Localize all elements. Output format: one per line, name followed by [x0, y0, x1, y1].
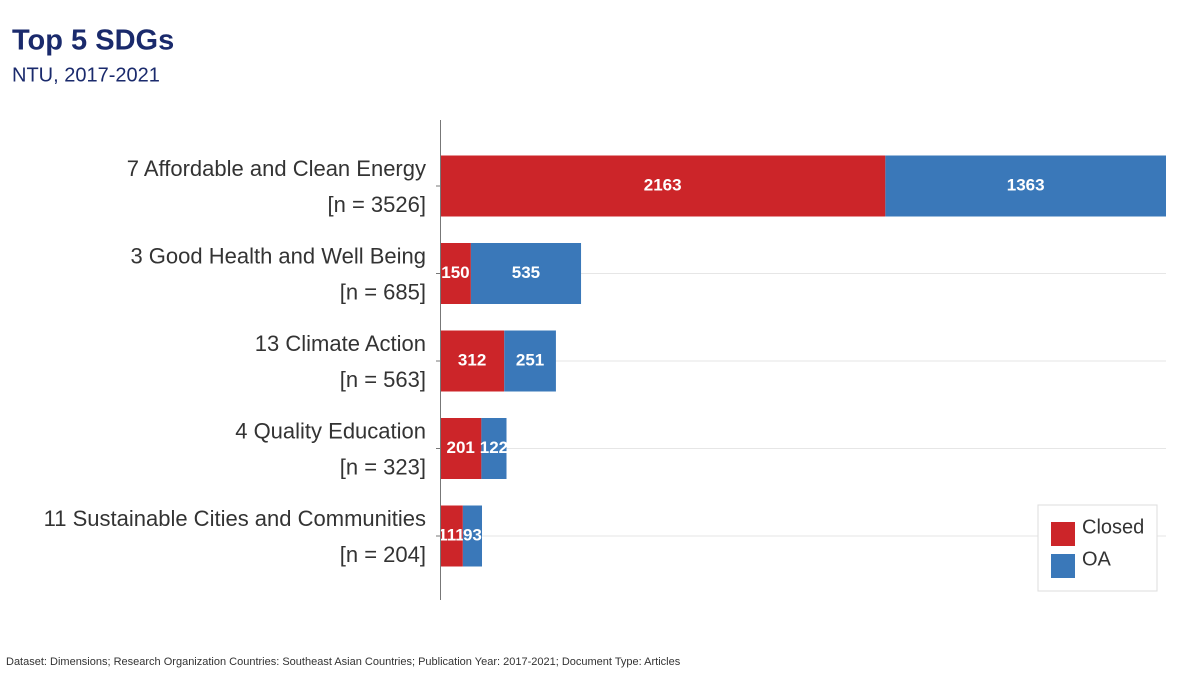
bar-segment	[462, 505, 483, 567]
legend-swatch	[1051, 522, 1075, 546]
bar-value-label: 111	[438, 525, 465, 544]
bar-segment	[440, 330, 505, 392]
chart-title: Top 5 SDGs	[12, 25, 174, 57]
legend-label: OA	[1082, 548, 1112, 570]
category-label: 3 Good Health and Well Being	[130, 243, 426, 268]
bar-segment	[440, 243, 471, 304]
bar-value-label: 1363	[1007, 175, 1045, 194]
category-count: [n = 323]	[340, 454, 426, 479]
bar-segment	[440, 505, 463, 567]
bar-value-label: 251	[516, 350, 544, 369]
legend: Closed OA	[1051, 516, 1144, 578]
footnote: Dataset: Dimensions; Research Organizati…	[6, 656, 681, 668]
category-count: [n = 563]	[340, 367, 426, 392]
bar-segment	[504, 330, 556, 392]
category-count: [n = 685]	[340, 279, 426, 304]
category-count: [n = 204]	[340, 542, 426, 567]
category-count: [n = 3526]	[328, 192, 426, 217]
bar-segment	[470, 243, 582, 304]
bar-value-label: 93	[463, 525, 482, 544]
category-label: 11 Sustainable Cities and Communities	[44, 506, 426, 531]
bar-segment	[440, 418, 482, 479]
category-label: 4 Quality Education	[235, 418, 426, 443]
bar-value-label: 122	[480, 438, 508, 457]
legend-label: Closed	[1082, 516, 1144, 538]
bar-segment	[885, 155, 1166, 217]
bar-value-label: 201	[447, 438, 475, 457]
plot: 7 Affordable and Clean Energy [n = 3526] 2…	[44, 155, 1166, 567]
bar-segment	[481, 418, 507, 479]
chart-subtitle: NTU, 2017-2021	[12, 64, 160, 86]
category-label: 13 Climate Action	[255, 331, 426, 356]
bar-value-label: 2163	[644, 175, 682, 194]
bar-segment	[440, 155, 886, 217]
bar-value-label: 312	[458, 350, 486, 369]
bar-value-label: 535	[512, 263, 540, 282]
legend-swatch	[1051, 554, 1075, 578]
category-label: 7 Affordable and Clean Energy	[127, 156, 426, 181]
bar-value-label: 150	[441, 263, 469, 282]
